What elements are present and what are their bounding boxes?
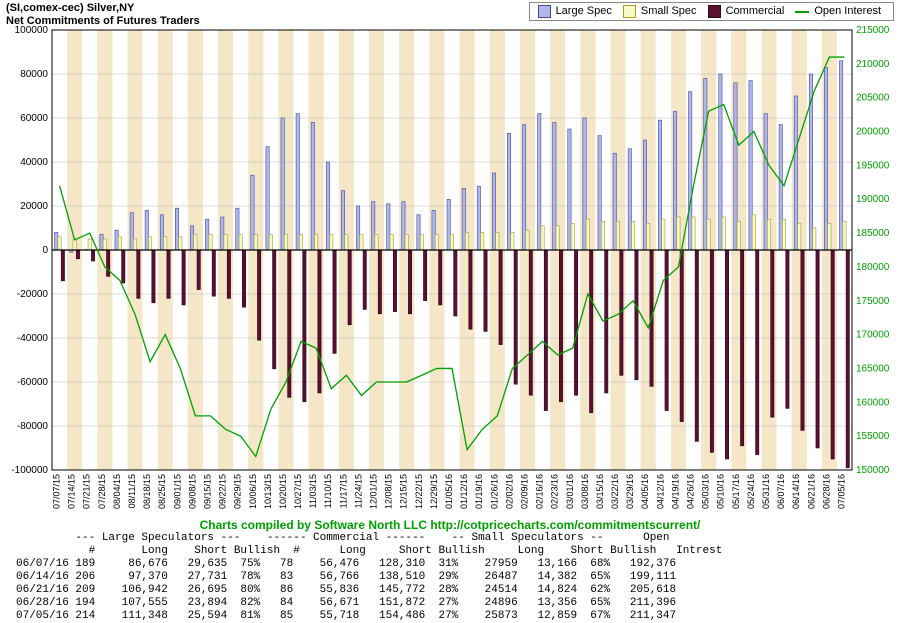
svg-text:-20000: -20000: [17, 289, 49, 300]
svg-text:03/22/16: 03/22/16: [610, 474, 620, 509]
legend-swatch-small-spec: [623, 5, 636, 18]
svg-text:09/15/15: 09/15/15: [202, 474, 212, 509]
svg-text:10/27/15: 10/27/15: [293, 474, 303, 509]
svg-text:08/11/15: 08/11/15: [127, 474, 137, 508]
chart-title: (SI,comex-cec) Silver,NY Net Commitments…: [6, 2, 200, 28]
svg-text:08/18/15: 08/18/15: [142, 474, 152, 509]
svg-text:-40000: -40000: [17, 333, 49, 344]
svg-text:01/12/16: 01/12/16: [459, 474, 469, 509]
svg-text:05/31/16: 05/31/16: [761, 474, 771, 509]
data-table: --- Large Speculators --- ------ Commerc…: [16, 532, 722, 623]
chart-svg: -100000 -80000 -60000 -40000 -20000 0 20000 400…: [0, 0, 900, 510]
title-line-1: (SI,comex-cec) Silver,NY: [6, 2, 200, 15]
svg-text:185000: 185000: [856, 228, 890, 239]
svg-text:-80000: -80000: [17, 421, 49, 432]
svg-text:08/04/15: 08/04/15: [112, 474, 122, 509]
svg-text:190000: 190000: [856, 194, 890, 205]
svg-text:165000: 165000: [856, 363, 890, 374]
legend-line-open-interest: [795, 11, 809, 13]
svg-text:11/10/15: 11/10/15: [323, 474, 333, 508]
svg-text:160000: 160000: [856, 397, 890, 408]
svg-text:05/10/16: 05/10/16: [716, 474, 726, 509]
svg-text:02/16/16: 02/16/16: [535, 474, 545, 509]
svg-text:09/29/15: 09/29/15: [233, 474, 243, 509]
svg-text:155000: 155000: [856, 431, 890, 442]
svg-text:200000: 200000: [856, 127, 890, 138]
svg-text:08/25/15: 08/25/15: [157, 474, 167, 509]
svg-text:10/06/15: 10/06/15: [248, 474, 258, 509]
svg-text:02/23/16: 02/23/16: [550, 474, 560, 509]
svg-text:-100000: -100000: [11, 465, 48, 476]
svg-text:11/03/15: 11/03/15: [308, 474, 318, 508]
svg-text:01/19/16: 01/19/16: [474, 474, 484, 509]
svg-text:80000: 80000: [20, 69, 48, 80]
legend-label-small-spec: Small Spec: [641, 5, 697, 17]
svg-text:06/28/16: 06/28/16: [821, 474, 831, 509]
svg-text:-60000: -60000: [17, 377, 49, 388]
svg-text:11/17/15: 11/17/15: [338, 474, 348, 508]
svg-text:205000: 205000: [856, 93, 890, 104]
svg-text:01/26/16: 01/26/16: [489, 474, 499, 509]
svg-text:170000: 170000: [856, 330, 890, 341]
svg-text:06/21/16: 06/21/16: [806, 474, 816, 509]
svg-text:07/28/15: 07/28/15: [97, 474, 107, 509]
svg-text:150000: 150000: [856, 465, 890, 476]
svg-text:40000: 40000: [20, 157, 48, 168]
svg-text:02/09/16: 02/09/16: [519, 474, 529, 509]
svg-text:04/12/16: 04/12/16: [655, 474, 665, 509]
svg-text:07/14/15: 07/14/15: [67, 474, 77, 509]
legend-label-large-spec: Large Spec: [556, 5, 612, 17]
svg-text:210000: 210000: [856, 59, 890, 70]
svg-text:0: 0: [42, 245, 48, 256]
svg-text:03/15/16: 03/15/16: [595, 474, 605, 509]
svg-text:04/19/16: 04/19/16: [670, 474, 680, 509]
svg-text:60000: 60000: [20, 113, 48, 124]
svg-text:02/02/16: 02/02/16: [504, 474, 514, 509]
svg-text:07/05/16: 07/05/16: [836, 474, 846, 509]
svg-text:12/29/15: 12/29/15: [429, 474, 439, 509]
svg-text:07/07/15: 07/07/15: [52, 474, 62, 509]
svg-text:05/17/16: 05/17/16: [731, 474, 741, 509]
svg-text:175000: 175000: [856, 296, 890, 307]
svg-text:06/07/16: 06/07/16: [776, 474, 786, 509]
svg-text:05/03/16: 05/03/16: [701, 474, 711, 509]
svg-text:03/08/16: 03/08/16: [580, 474, 590, 509]
legend-swatch-commercial: [708, 5, 721, 18]
legend-swatch-large-spec: [538, 5, 551, 18]
legend: Large Spec Small Spec Commercial Open In…: [529, 2, 894, 21]
svg-text:05/24/16: 05/24/16: [746, 474, 756, 509]
svg-text:10/20/15: 10/20/15: [278, 474, 288, 509]
svg-text:12/22/15: 12/22/15: [414, 474, 424, 509]
svg-text:12/01/15: 12/01/15: [369, 474, 379, 509]
svg-text:03/29/16: 03/29/16: [625, 474, 635, 509]
svg-text:180000: 180000: [856, 262, 890, 273]
legend-label-commercial: Commercial: [726, 5, 785, 17]
svg-text:06/14/16: 06/14/16: [791, 474, 801, 509]
svg-text:09/01/15: 09/01/15: [172, 474, 182, 509]
svg-text:20000: 20000: [20, 201, 48, 212]
svg-text:12/15/15: 12/15/15: [399, 474, 409, 509]
svg-text:11/24/15: 11/24/15: [353, 474, 363, 508]
svg-text:09/22/15: 09/22/15: [218, 474, 228, 509]
svg-text:04/05/16: 04/05/16: [640, 474, 650, 509]
cot-chart: (SI,comex-cec) Silver,NY Net Commitments…: [0, 0, 900, 620]
svg-text:215000: 215000: [856, 25, 890, 36]
svg-text:09/08/15: 09/08/15: [187, 474, 197, 509]
svg-text:07/21/15: 07/21/15: [82, 474, 92, 509]
svg-text:12/08/15: 12/08/15: [384, 474, 394, 509]
title-line-2: Net Commitments of Futures Traders: [6, 15, 200, 28]
svg-text:195000: 195000: [856, 160, 890, 171]
svg-text:01/05/16: 01/05/16: [444, 474, 454, 509]
svg-text:03/01/16: 03/01/16: [565, 474, 575, 509]
legend-label-open-interest: Open Interest: [814, 5, 881, 17]
credit-line: Charts compiled by Software North LLC ht…: [0, 518, 900, 532]
svg-text:04/26/16: 04/26/16: [686, 474, 696, 509]
svg-text:10/13/15: 10/13/15: [263, 474, 273, 509]
